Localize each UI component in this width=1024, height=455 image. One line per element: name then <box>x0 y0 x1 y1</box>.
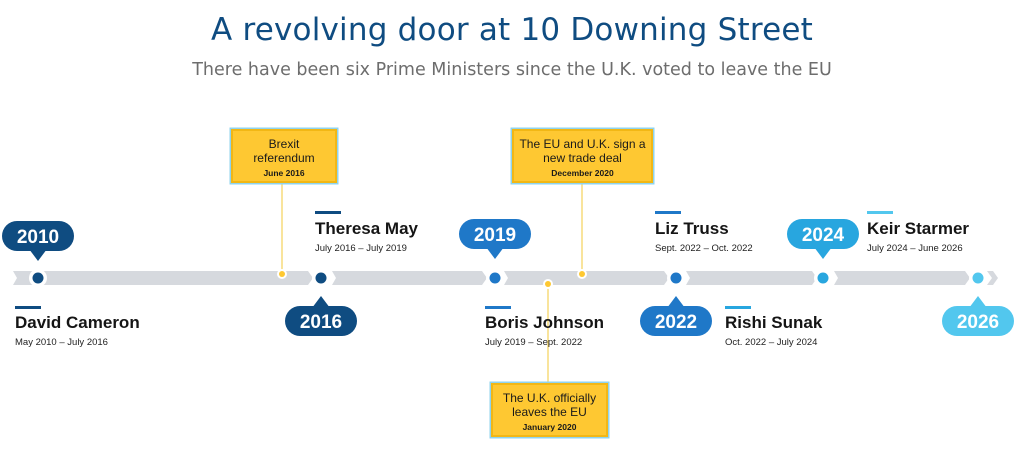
year-bubble-pointer <box>667 296 685 308</box>
event-title-line: new trade deal <box>543 151 622 165</box>
year-label: 2026 <box>957 312 999 333</box>
event-date: December 2020 <box>551 168 614 178</box>
event-box-leaves-eu: The U.K. officially leaves the EU Januar… <box>491 383 608 437</box>
year-bubble-pointer <box>969 296 987 308</box>
year-bubble <box>285 306 357 336</box>
pm-name-truss: Liz Truss <box>655 219 729 238</box>
timeline-arrow-tip <box>987 271 998 285</box>
year-bubble-pointer <box>486 247 504 259</box>
timeline-track-segment <box>13 271 313 285</box>
pm-accent-bar <box>725 306 751 309</box>
pm-accent-bar <box>485 306 511 309</box>
timeline-track-segment <box>686 271 817 285</box>
year-label: 2024 <box>802 225 845 246</box>
pm-accent-bar <box>15 306 41 309</box>
pm-name-sunak: Rishi Sunak <box>725 313 823 332</box>
pm-accent-bar <box>315 211 341 214</box>
year-bubble <box>640 306 712 336</box>
pm-term-starmer: July 2024 – June 2026 <box>867 243 963 254</box>
pm-accent-bar <box>655 211 681 214</box>
pm-name-johnson: Boris Johnson <box>485 313 605 332</box>
year-bubble-pointer <box>814 247 832 259</box>
milestone-dot <box>315 272 327 284</box>
year-label: 2016 <box>300 312 342 333</box>
timeline-track-segment <box>834 271 970 285</box>
milestone-dot <box>489 272 501 284</box>
year-label: 2019 <box>474 225 516 246</box>
event-date: June 2016 <box>263 168 305 178</box>
page-title: A revolving door at 10 Downing Street <box>210 12 813 48</box>
milestone-dot <box>32 272 44 284</box>
year-bubble-pointer <box>29 249 47 261</box>
pm-term-johnson: July 2019 – Sept. 2022 <box>485 337 583 348</box>
pm-term-truss: Sept. 2022 – Oct. 2022 <box>655 243 753 254</box>
event-marker <box>545 281 551 287</box>
timeline-track-segment <box>332 271 487 285</box>
event-title-line: The U.K. officially <box>502 391 597 405</box>
milestone-dot <box>817 272 829 284</box>
pm-name-may: Theresa May <box>315 219 418 238</box>
event-box-trade-deal: The EU and U.K. sign a new trade deal De… <box>512 129 653 183</box>
pm-term-may: July 2016 – July 2019 <box>315 243 407 254</box>
event-title-line: referendum <box>253 151 315 165</box>
pm-name-starmer: Keir Starmer <box>867 219 970 238</box>
event-marker <box>279 271 285 277</box>
year-bubble <box>942 306 1014 336</box>
event-date: January 2020 <box>522 422 577 432</box>
year-bubble <box>459 219 531 249</box>
page-subtitle: There have been six Prime Ministers sinc… <box>192 60 832 80</box>
pm-name-cameron: David Cameron <box>15 313 140 332</box>
event-title-line: The EU and U.K. sign a <box>519 137 646 151</box>
year-bubble <box>787 219 859 249</box>
year-label: 2022 <box>655 312 697 333</box>
event-box-referendum: Brexit referendum June 2016 <box>231 129 337 183</box>
year-bubble <box>2 221 74 251</box>
event-title-line: Brexit <box>268 137 300 151</box>
event-marker <box>579 271 585 277</box>
milestone-dot <box>670 272 682 284</box>
pm-term-sunak: Oct. 2022 – July 2024 <box>725 337 818 348</box>
milestone-dot <box>972 272 984 284</box>
pm-accent-bar <box>867 211 893 214</box>
year-label: 2010 <box>17 227 59 248</box>
event-title-line: leaves the EU <box>512 405 587 419</box>
pm-term-cameron: May 2010 – July 2016 <box>15 337 108 348</box>
year-bubble-pointer <box>312 296 330 308</box>
